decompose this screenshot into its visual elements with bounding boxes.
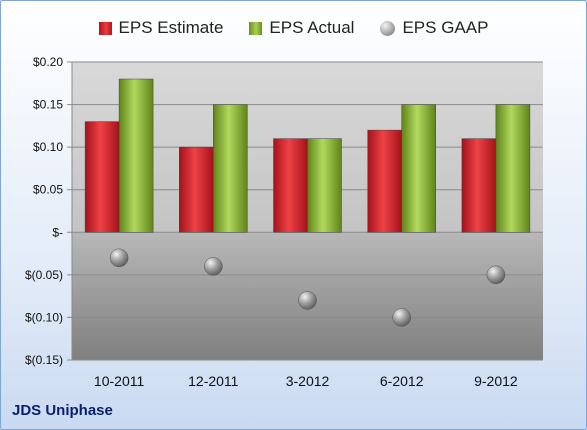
legend-item-estimate: EPS Estimate bbox=[98, 18, 224, 38]
y-tick-label: $0.10 bbox=[33, 140, 63, 154]
legend-label-gaap: EPS GAAP bbox=[402, 18, 489, 37]
x-tick-label: 6-2012 bbox=[380, 373, 424, 389]
y-tick-label: $- bbox=[52, 225, 63, 239]
x-tick-label: 12-2011 bbox=[188, 373, 239, 389]
point-eps-gaap bbox=[298, 291, 317, 310]
y-tick-label: $0.20 bbox=[33, 55, 63, 69]
legend-swatch-gaap bbox=[380, 20, 396, 36]
legend-label-actual: EPS Actual bbox=[269, 18, 355, 37]
bar-eps-actual bbox=[118, 78, 154, 233]
legend-item-actual: EPS Actual bbox=[249, 18, 354, 38]
legend-swatch-actual bbox=[249, 21, 263, 35]
legend: EPS Estimate EPS Actual EPS GAAP bbox=[0, 18, 587, 38]
point-eps-gaap bbox=[109, 248, 129, 268]
x-tick-label: 3-2012 bbox=[286, 373, 330, 389]
bar-eps-estimate bbox=[273, 138, 308, 233]
bar-eps-estimate bbox=[461, 138, 497, 233]
bar-eps-actual bbox=[307, 138, 342, 233]
point-eps-gaap bbox=[486, 265, 506, 285]
point-eps-gaap bbox=[392, 308, 411, 327]
y-tick-label: $(0.05) bbox=[25, 268, 63, 282]
bar-eps-estimate bbox=[84, 121, 120, 233]
bar-eps-estimate bbox=[179, 146, 214, 233]
legend-swatch-estimate bbox=[98, 21, 112, 35]
x-tick-label: 9-2012 bbox=[474, 373, 518, 389]
bar-eps-estimate bbox=[367, 129, 402, 233]
bar-eps-actual bbox=[213, 104, 248, 233]
y-tick-label: $(0.10) bbox=[25, 310, 63, 324]
bar-eps-actual bbox=[401, 104, 436, 233]
y-tick-label: $0.05 bbox=[33, 183, 63, 197]
y-tick-label: $0.15 bbox=[33, 98, 63, 112]
bar-eps-actual bbox=[495, 104, 531, 233]
y-tick-label: $(0.15) bbox=[25, 353, 63, 367]
x-tick-label: 10-2011 bbox=[94, 373, 145, 389]
legend-item-gaap: EPS GAAP bbox=[380, 18, 488, 38]
legend-label-estimate: EPS Estimate bbox=[118, 18, 224, 37]
point-eps-gaap bbox=[204, 257, 223, 276]
company-name: JDS Uniphase bbox=[12, 402, 113, 419]
